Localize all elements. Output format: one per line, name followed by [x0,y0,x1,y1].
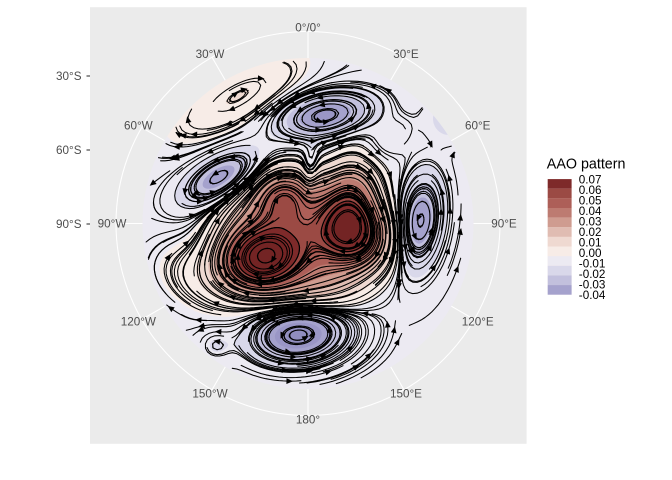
svg-text:-0.02: -0.02 [579,268,606,281]
svg-text:30°S: 30°S [56,70,82,83]
svg-text:0.02: 0.02 [579,226,602,239]
svg-text:180°: 180° [296,414,320,427]
svg-text:60°S: 60°S [56,144,82,157]
svg-text:60°W: 60°W [124,120,153,133]
svg-text:120°W: 120°W [121,316,156,329]
svg-text:60°E: 60°E [465,120,491,133]
svg-text:30°W: 30°W [196,48,225,61]
svg-text:0.04: 0.04 [579,205,602,218]
svg-text:-0.04: -0.04 [579,289,606,302]
svg-text:AAO pattern: AAO pattern [547,157,626,173]
svg-text:0°/0°: 0°/0° [295,22,321,35]
svg-text:90°W: 90°W [98,218,127,231]
svg-text:90°E: 90°E [491,218,517,231]
svg-text:-0.01: -0.01 [579,257,606,270]
svg-text:90°S: 90°S [56,218,82,231]
svg-text:150°W: 150°W [192,387,227,400]
svg-text:0.00: 0.00 [579,247,602,260]
svg-text:-0.03: -0.03 [579,278,606,291]
svg-text:0.06: 0.06 [579,184,602,197]
svg-text:0.05: 0.05 [579,194,602,207]
svg-text:0.07: 0.07 [579,173,602,186]
svg-text:120°E: 120°E [462,316,494,329]
svg-text:0.03: 0.03 [579,215,602,228]
svg-text:150°E: 150°E [390,387,422,400]
svg-text:0.01: 0.01 [579,236,602,249]
svg-text:30°E: 30°E [393,48,419,61]
